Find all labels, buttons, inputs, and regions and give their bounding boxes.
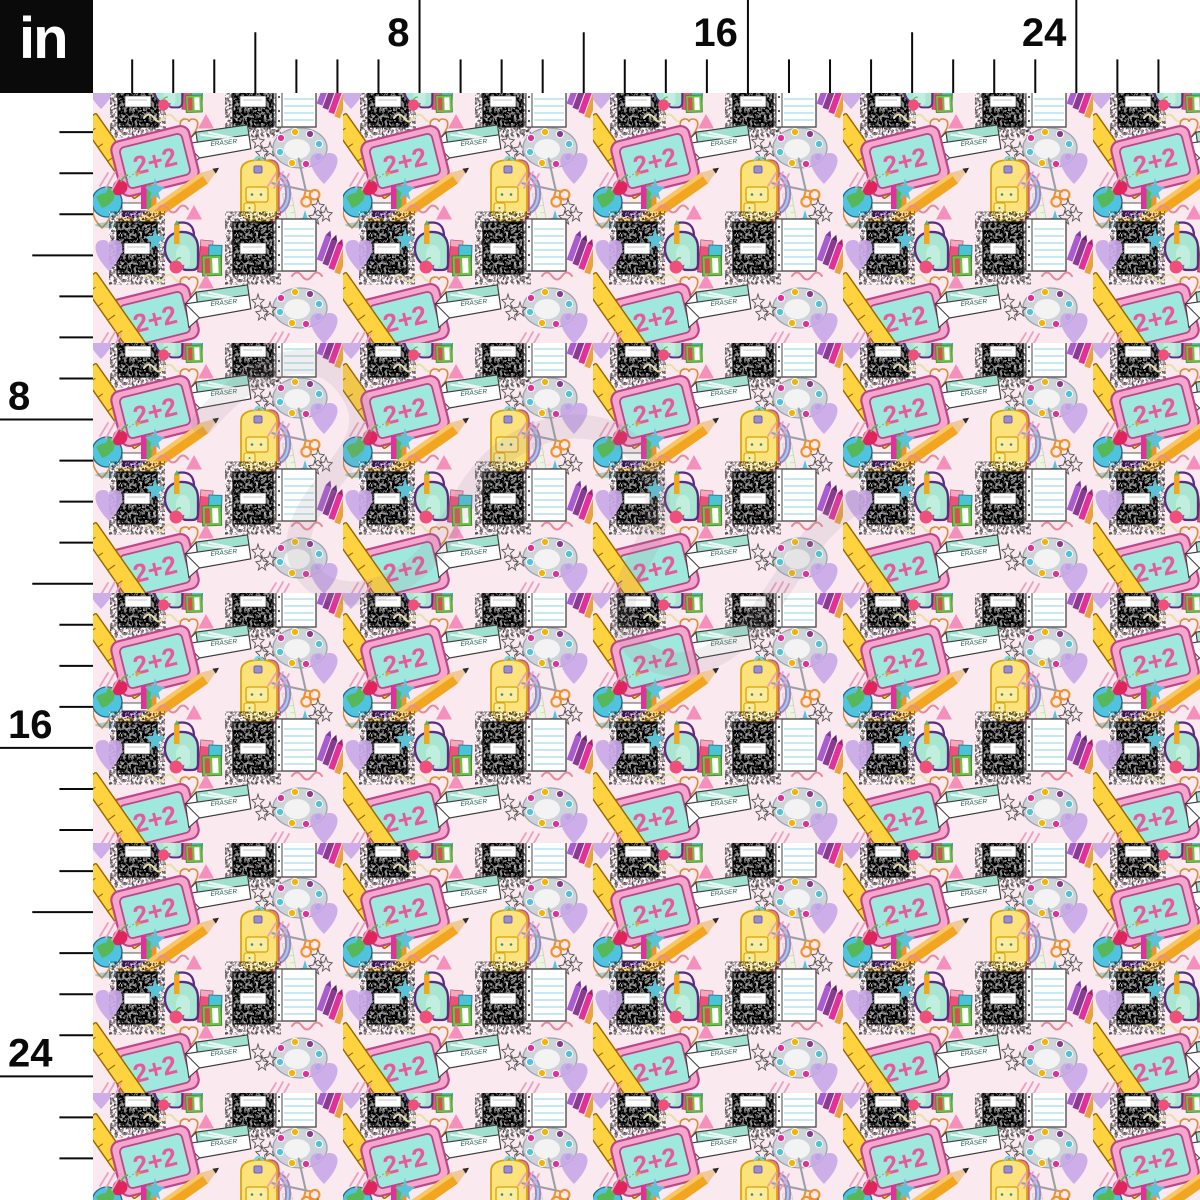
svg-text:8: 8: [8, 375, 30, 419]
svg-text:16: 16: [8, 703, 53, 747]
svg-text:8: 8: [387, 11, 409, 55]
svg-text:16: 16: [693, 11, 738, 55]
svg-text:24: 24: [1022, 11, 1067, 55]
svg-text:24: 24: [8, 1031, 53, 1075]
